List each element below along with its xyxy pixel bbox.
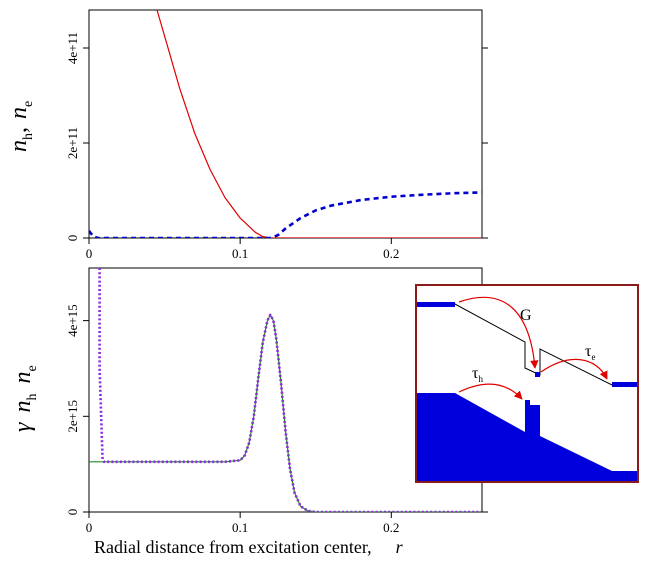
bottom-ylabel-n1: n — [10, 401, 36, 413]
bottom-y-tick-label: 0 — [65, 509, 80, 516]
top-x-tick-label: 0.2 — [383, 246, 399, 261]
x-axis-label-var: r — [396, 537, 404, 557]
bottom-ylabel-sub-h: h — [25, 394, 40, 401]
top-y-tick-label: 0 — [65, 235, 80, 242]
bottom-series-group — [89, 268, 482, 512]
top-ylabel-sub-e: e — [21, 101, 36, 107]
conduction-band-right-electrons — [612, 382, 637, 387]
bottom-ticks: 0 0.1 0.2 0 2e+15 4e+15 — [65, 304, 488, 535]
bottom-x-tick-label: 0 — [86, 520, 93, 535]
generation-arrow — [458, 296, 539, 369]
tau-e-subscript: e — [591, 352, 595, 362]
tau-h-symbol: τ — [472, 365, 479, 382]
conduction-band-left-electrons — [417, 302, 455, 307]
bottom-y-axis-label: γnhne — [10, 365, 40, 432]
svg-text:nh,ne: nh,ne — [6, 101, 36, 152]
tau-e-symbol: τ — [585, 343, 592, 360]
valence-band-fill — [417, 393, 637, 481]
bottom-ylabel-sub-e: e — [25, 365, 40, 371]
top-y-tick-label: 4e+11 — [65, 32, 80, 64]
generation-label: G — [520, 307, 532, 324]
x-axis-label-text: Radial distance from excitation center, — [94, 537, 372, 557]
top-ylabel-sub-h: h — [21, 133, 36, 140]
tau-e-arrow — [540, 358, 608, 380]
bottom-y-tick-label: 2e+15 — [65, 400, 80, 433]
top-series-group — [89, 10, 482, 238]
top-ylabel-n2: n — [6, 107, 32, 119]
bottom-y-tick-label: 4e+15 — [65, 304, 80, 337]
inset-border — [415, 284, 639, 483]
energy-band-inset: G τe τh — [415, 284, 639, 483]
top-y-tick-label: 2e+11 — [65, 127, 80, 159]
tau-h-label: τh — [472, 365, 483, 384]
bottom-x-tick-label: 0.2 — [383, 520, 399, 535]
well-electrons — [535, 372, 540, 377]
bottom-ylabel-gamma: γ — [10, 422, 36, 432]
x-axis-label: Radial distance from excitation center, r — [94, 537, 404, 557]
tau-h-subscript: h — [478, 374, 483, 384]
top-y-axis-label: nh,ne — [6, 101, 36, 152]
bottom-x-tick-label: 0.1 — [232, 520, 248, 535]
top-series-line-1 — [156, 10, 482, 238]
tau-h-arrow — [458, 383, 523, 400]
top-ylabel-comma: , — [6, 127, 32, 133]
top-x-tick-label: 0 — [86, 246, 93, 261]
top-ticks: 0 0.1 0.2 0 2e+11 4e+11 — [65, 32, 488, 261]
bottom-ylabel-n2: n — [10, 372, 36, 384]
top-x-tick-label: 0.1 — [232, 246, 248, 261]
top-series-line-2 — [89, 191, 482, 238]
top-ylabel-n1: n — [6, 140, 32, 152]
tau-e-label: τe — [585, 343, 595, 362]
top-plot-frame — [88, 9, 483, 239]
svg-text:γnhne: γnhne — [10, 365, 40, 432]
